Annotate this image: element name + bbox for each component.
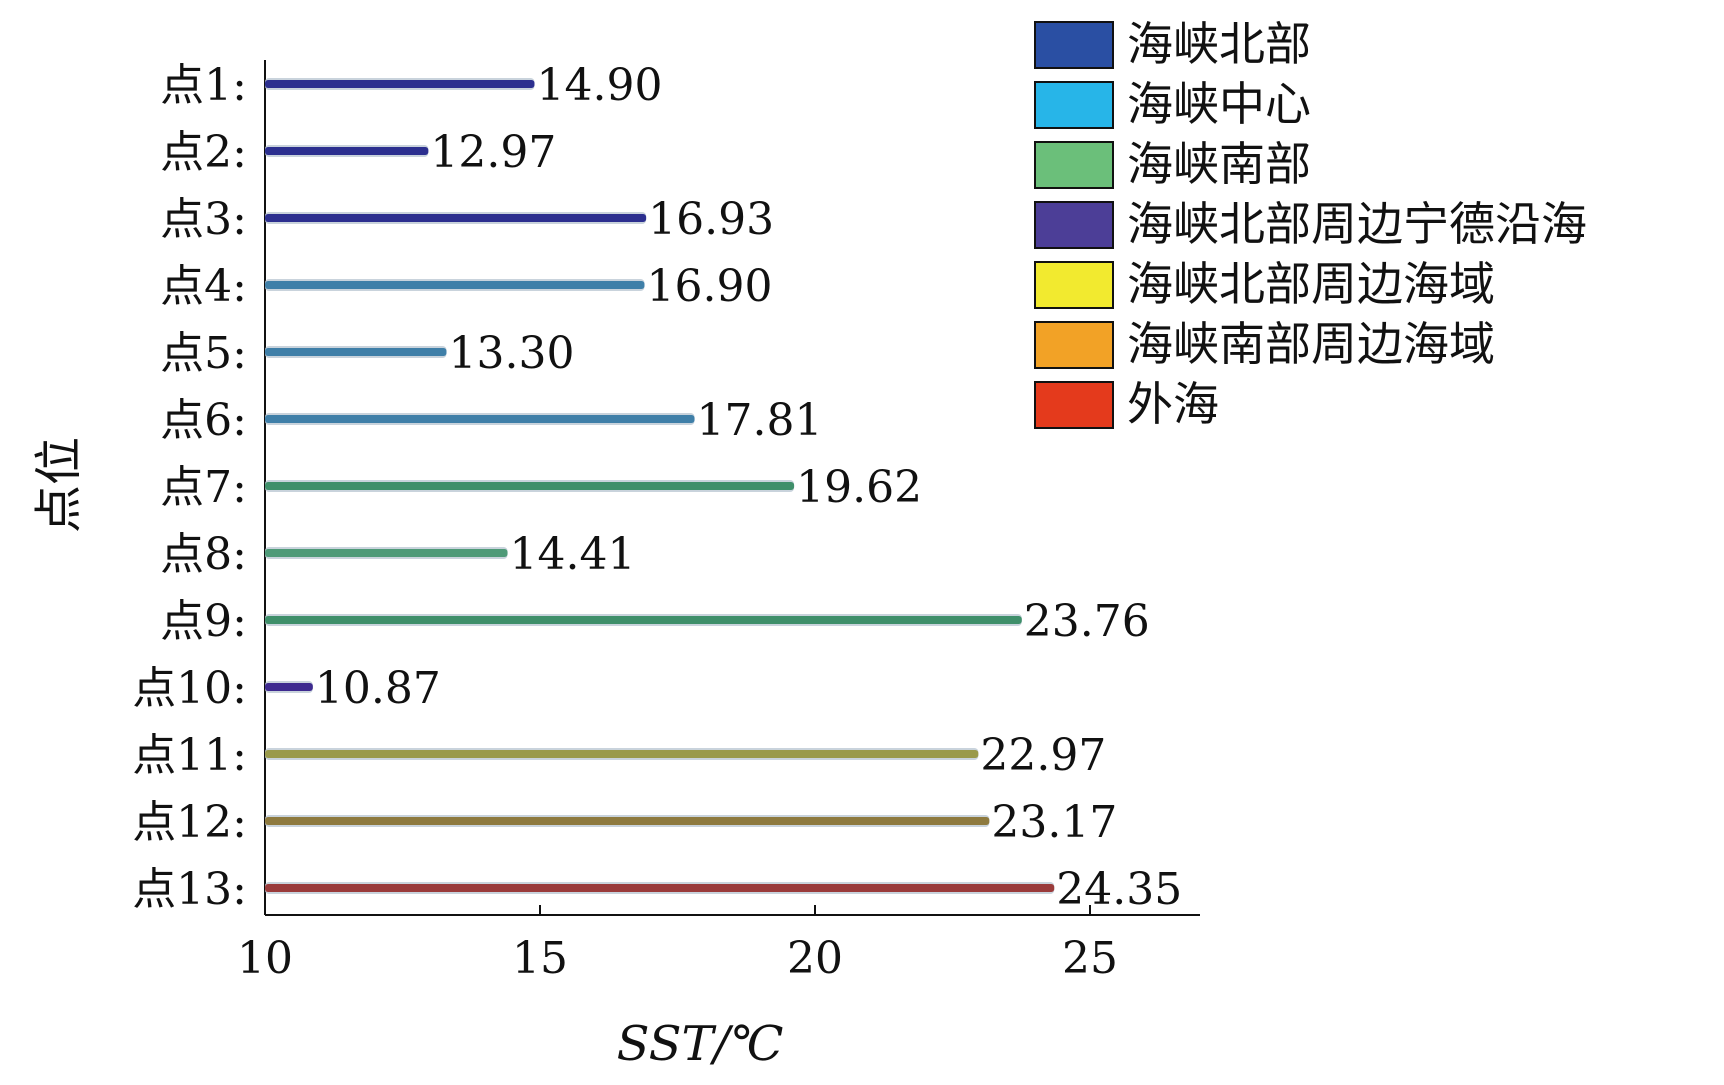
- bar: [265, 147, 429, 155]
- category-label: 点10:: [132, 663, 247, 714]
- category-label: 点13:: [132, 864, 247, 915]
- bar: [265, 348, 447, 356]
- category-label: 点9:: [160, 596, 247, 647]
- legend-swatch: [1034, 261, 1114, 309]
- category-label: 点3:: [160, 194, 247, 245]
- value-label: 12.97: [430, 127, 556, 178]
- bar: [265, 616, 1022, 624]
- value-label: 17.81: [697, 395, 823, 446]
- bar: [265, 281, 645, 289]
- bar: [265, 214, 647, 222]
- x-tick-label: 10: [237, 933, 293, 984]
- value-label: 13.30: [449, 328, 575, 379]
- category-label: 点2:: [160, 127, 247, 178]
- legend-swatch: [1034, 141, 1114, 189]
- value-label: 19.62: [796, 462, 922, 513]
- value-label: 22.97: [980, 730, 1106, 781]
- value-label: 16.90: [647, 261, 773, 312]
- legend-label: 海峡南部周边海域: [1127, 317, 1495, 371]
- legend-swatch: [1034, 81, 1114, 129]
- category-labels: 点1: 点2: 点3: 点4: 点5: 点6: 点7: 点8: 点9: 点10: 点11: 点12: 点…: [132, 60, 247, 915]
- bar: [265, 549, 508, 557]
- value-label: 10.87: [315, 663, 441, 714]
- legend-label: 海峡南部: [1127, 137, 1311, 191]
- legend-swatch: [1034, 201, 1114, 249]
- value-label: 23.17: [991, 797, 1117, 848]
- x-tick-label: 15: [512, 933, 568, 984]
- x-tick-label: 25: [1062, 933, 1118, 984]
- value-label: 16.93: [648, 194, 774, 245]
- bar: [265, 80, 535, 88]
- legend-label: 海峡中心: [1127, 77, 1311, 131]
- x-ticks: 10 15 20 25: [237, 905, 1118, 984]
- value-label: 14.90: [537, 60, 663, 111]
- category-label: 点8:: [160, 529, 247, 580]
- category-label: 点5:: [160, 328, 247, 379]
- value-label: 23.76: [1024, 596, 1150, 647]
- bar: [265, 415, 695, 423]
- category-label: 点11:: [132, 730, 247, 781]
- category-label: 点12:: [132, 797, 247, 848]
- value-label: 24.35: [1056, 864, 1182, 915]
- legend-label: 海峡北部周边海域: [1127, 257, 1495, 311]
- x-tick-label: 20: [787, 933, 843, 984]
- bar: [265, 482, 795, 490]
- category-label: 点7:: [160, 462, 247, 513]
- legend-swatch: [1034, 381, 1114, 429]
- bars: [265, 78, 1055, 894]
- bar: [265, 750, 979, 758]
- bar: [265, 817, 990, 825]
- y-axis-title: 点位: [31, 437, 87, 533]
- legend-label: 海峡北部: [1127, 17, 1311, 71]
- legend-label: 海峡北部周边宁德沿海: [1127, 197, 1587, 251]
- category-label: 点1:: [160, 60, 247, 111]
- value-label: 14.41: [510, 529, 636, 580]
- value-labels: 14.90 12.97 16.93 16.90 13.30 17.81 19.62 14.41…: [315, 60, 1182, 915]
- legend-label: 外海: [1127, 377, 1219, 431]
- legend-swatch: [1034, 21, 1114, 69]
- bar: [265, 884, 1055, 892]
- category-label: 点6:: [160, 395, 247, 446]
- category-label: 点4:: [160, 261, 247, 312]
- legend-swatch: [1034, 321, 1114, 369]
- bar: [265, 683, 313, 691]
- x-axis-title: SST/℃: [617, 1016, 784, 1072]
